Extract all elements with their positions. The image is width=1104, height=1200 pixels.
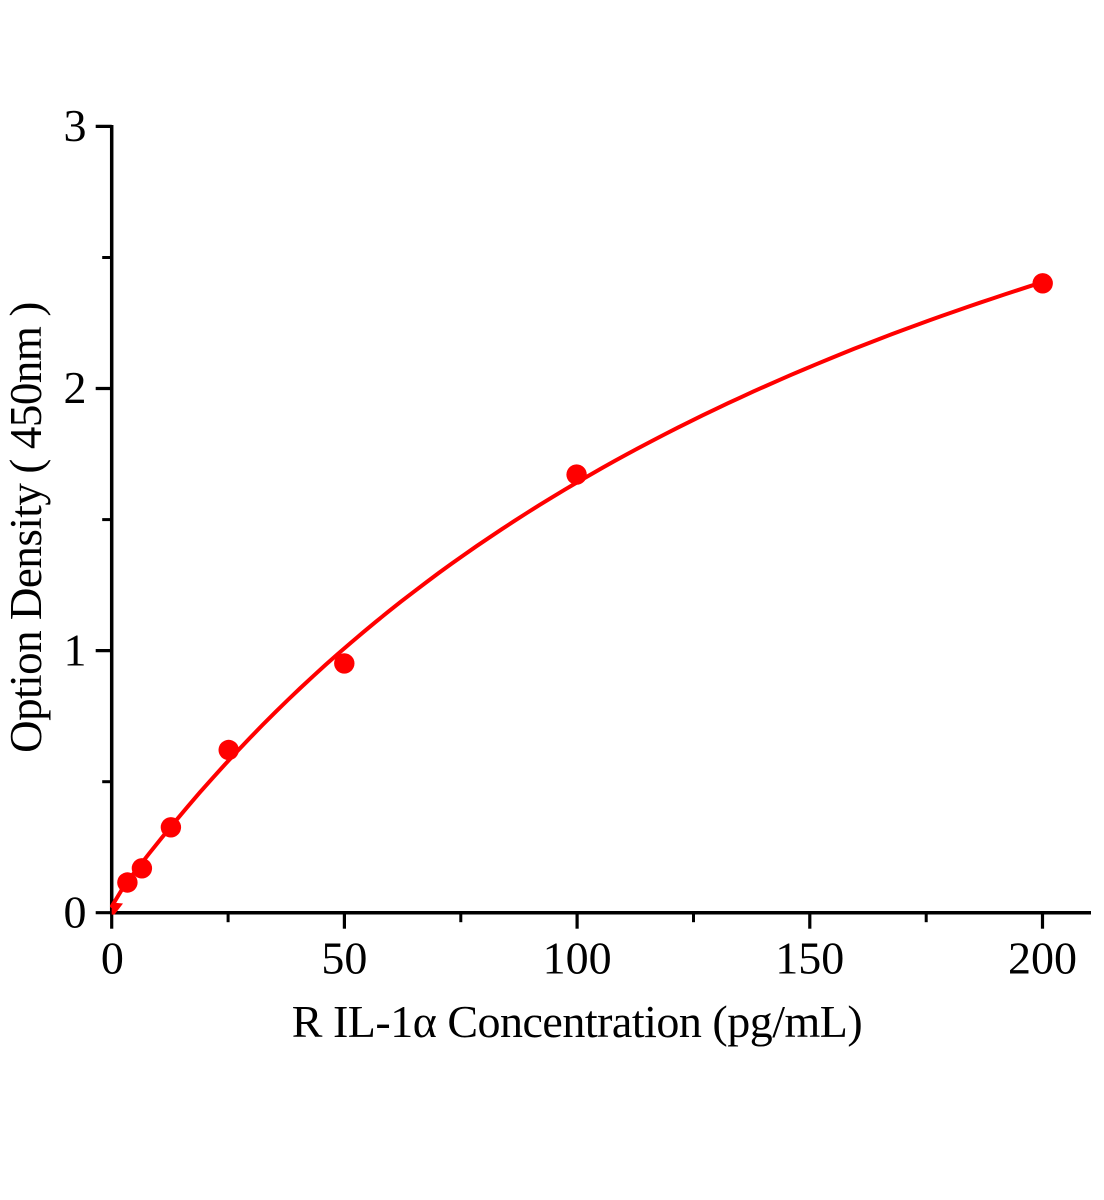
- svg-text:0: 0: [64, 886, 87, 937]
- svg-text:Option Density(450nm): Option Density(450nm): [1, 302, 51, 753]
- svg-text:3: 3: [64, 100, 87, 151]
- svg-text:2: 2: [64, 362, 87, 413]
- svg-text:200: 200: [1008, 932, 1077, 983]
- svg-text:0: 0: [101, 932, 124, 983]
- svg-text:150: 150: [775, 932, 844, 983]
- svg-text:1: 1: [64, 624, 87, 675]
- svg-text:R IL-1α Concentration (pg/mL): R IL-1α Concentration (pg/mL): [292, 996, 862, 1047]
- svg-text:100: 100: [543, 932, 612, 983]
- svg-text:50: 50: [321, 932, 367, 983]
